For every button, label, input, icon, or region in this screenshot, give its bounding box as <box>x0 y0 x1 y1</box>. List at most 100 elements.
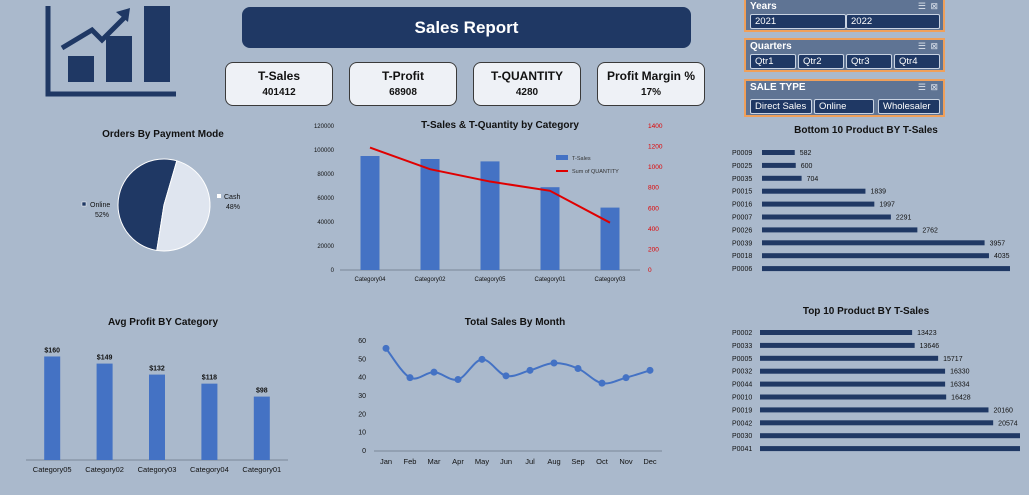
sales-line <box>385 347 651 385</box>
kpi-card-t-sales: T-Sales 401412 <box>225 62 333 106</box>
data-label: 20574 <box>998 420 1018 427</box>
x-tick-label: Oct <box>596 457 609 466</box>
sales-point <box>526 366 534 374</box>
product-label: P0030 <box>732 433 752 440</box>
slicer-item-qtr3[interactable]: Qtr3 <box>846 54 892 69</box>
pie-value-label: 48% <box>226 204 240 211</box>
data-label: 16428 <box>951 395 971 402</box>
kpi-card-t-quantity: T-QUANTITY 4280 <box>473 62 581 106</box>
category-combo-chart: 0 20000 40000 60000 80000 100000 120000 0 200 400… <box>314 123 663 283</box>
slicer-item-online[interactable]: Online <box>814 99 874 114</box>
legend-label: Sum of QUANTITY <box>572 169 619 175</box>
sales-point <box>478 355 486 363</box>
product-bar <box>760 368 946 374</box>
data-label: 15717 <box>943 356 963 363</box>
pie-slice <box>117 158 178 252</box>
y2-tick-label: 1400 <box>648 123 663 130</box>
slicer-item-qtr2[interactable]: Qtr2 <box>798 54 844 69</box>
slicer-sale-type: SALE TYPE ☰ ⊠ Direct Sales Online Wholes… <box>744 79 945 117</box>
product-label: P0035 <box>732 176 752 183</box>
x-tick-label: Category02 <box>85 465 124 474</box>
product-bar <box>760 407 989 413</box>
data-label: $98 <box>256 388 268 395</box>
quantity-line <box>369 146 611 224</box>
data-label: 20160 <box>993 407 1013 414</box>
slicer-title: Years <box>750 1 777 12</box>
y-tick-label: 0 <box>362 448 366 455</box>
product-label: P0026 <box>732 227 752 234</box>
sales-bar <box>480 161 500 270</box>
sales-point <box>598 379 606 387</box>
y2-tick-label: 800 <box>648 185 659 192</box>
slicer-title: SALE TYPE <box>750 82 806 93</box>
x-tick-label: Dec <box>643 457 657 466</box>
filter-clear-icon[interactable]: ☰ ⊠ <box>917 1 939 11</box>
x-tick-label: Jul <box>525 457 535 466</box>
y-tick-label: 20000 <box>317 244 334 250</box>
x-tick-label: Jan <box>380 457 392 466</box>
avgprofit-chart-title: Avg Profit BY Category <box>107 317 219 328</box>
product-label: P0016 <box>732 202 752 209</box>
product-label: P0009 <box>732 150 752 157</box>
x-tick-label: Category05 <box>474 277 506 283</box>
data-label: 2291 <box>896 215 912 222</box>
sales-point <box>622 374 630 382</box>
slicer-item-qtr1[interactable]: Qtr1 <box>750 54 796 69</box>
sales-bar <box>600 207 620 270</box>
filter-clear-icon[interactable]: ☰ ⊠ <box>917 41 939 51</box>
data-label: 1839 <box>870 189 886 196</box>
x-tick-label: Feb <box>404 457 417 466</box>
data-label: $118 <box>202 375 217 382</box>
payment-chart-title: Orders By Payment Mode <box>102 129 224 140</box>
top10-chart-title: Top 10 Product BY T-Sales <box>802 306 930 317</box>
product-bar <box>762 227 918 233</box>
x-tick-label: Category03 <box>138 465 177 474</box>
data-label: 582 <box>800 150 812 157</box>
product-bar <box>760 342 915 348</box>
x-tick-label: Jun <box>500 457 512 466</box>
y2-tick-label: 200 <box>648 246 659 253</box>
data-label: 704 <box>807 176 819 183</box>
filter-clear-icon[interactable]: ☰ ⊠ <box>917 82 939 92</box>
kpi-card-profit-margin: Profit Margin % 17% <box>597 62 705 106</box>
slicer-item-qtr4[interactable]: Qtr4 <box>894 54 940 69</box>
product-label: P0018 <box>732 253 752 260</box>
profit-bar <box>149 374 165 460</box>
sales-point <box>574 365 582 372</box>
product-label: P0044 <box>732 382 752 389</box>
product-label: P0032 <box>732 369 752 376</box>
product-bar <box>760 420 994 426</box>
product-bar <box>762 266 1010 272</box>
pie-label: Online <box>90 202 110 209</box>
kpi-label: T-Profit <box>382 68 424 83</box>
x-tick-label: Category04 <box>190 465 229 474</box>
y-tick-label: 20 <box>358 411 366 418</box>
profit-bar <box>44 356 61 460</box>
product-bar <box>760 381 946 387</box>
data-label: 2762 <box>922 227 938 234</box>
product-label: P0015 <box>732 189 752 196</box>
product-bar <box>762 240 985 246</box>
kpi-value: 4280 <box>515 86 539 98</box>
x-tick-label: Sep <box>571 457 584 466</box>
product-label: P0010 <box>732 395 752 402</box>
kpi-label: Profit Margin % <box>606 68 695 83</box>
kpi-card-t-profit: T-Profit 68908 <box>349 62 457 106</box>
slicer-item-direct-sales[interactable]: Direct Sales <box>750 99 812 114</box>
slicer-title: Quarters <box>750 41 792 52</box>
bottom10-chart-title: Bottom 10 Product BY T-Sales <box>794 125 938 136</box>
pie-slice <box>156 160 211 252</box>
slicer-item-wholesaler[interactable]: Wholesaler <box>878 99 940 114</box>
slicer-item-2021[interactable]: 2021 <box>750 14 846 29</box>
y-tick-label: 80000 <box>317 172 334 178</box>
kpi-value: 68908 <box>389 86 417 98</box>
slicer-item-2022[interactable]: 2022 <box>846 14 940 29</box>
product-label: P0019 <box>732 407 752 414</box>
legend-swatch <box>556 155 568 160</box>
product-bar <box>762 175 802 181</box>
sales-point <box>646 366 654 374</box>
product-bar <box>762 214 891 220</box>
x-tick-label: Category02 <box>414 277 446 283</box>
data-label: $149 <box>97 355 113 362</box>
product-label: P0039 <box>732 240 752 247</box>
